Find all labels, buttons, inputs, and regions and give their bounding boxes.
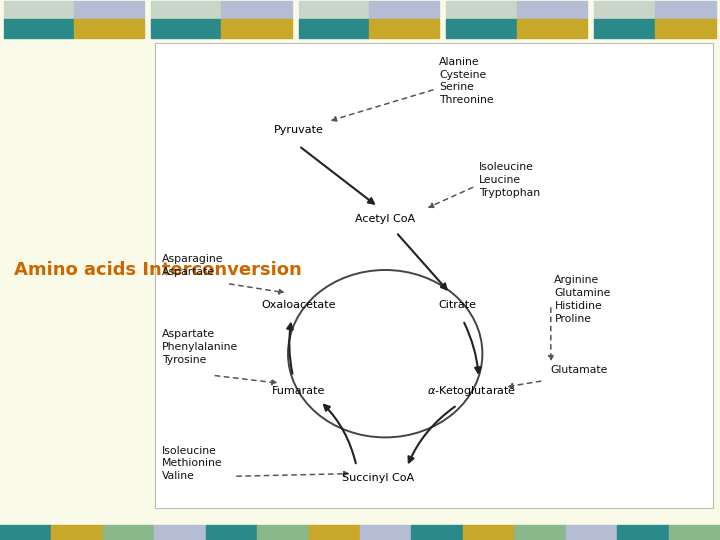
Bar	[594, 19, 655, 38]
Bar	[51, 525, 103, 540]
Bar	[103, 525, 154, 540]
Bar	[0, 525, 51, 540]
Bar	[566, 525, 617, 540]
Bar	[594, 1, 655, 19]
Bar	[411, 525, 463, 540]
Text: Isoleucine
Leucine
Tryptophan: Isoleucine Leucine Tryptophan	[479, 162, 540, 198]
Bar	[514, 525, 566, 540]
Bar	[463, 525, 514, 540]
Text: Succinyl CoA: Succinyl CoA	[342, 473, 414, 483]
Text: Acetyl CoA: Acetyl CoA	[355, 214, 415, 224]
Bar	[299, 19, 369, 38]
Bar	[4, 1, 73, 19]
Bar	[369, 19, 439, 38]
Bar	[360, 525, 411, 540]
Text: Asparagine
Aspartate: Asparagine Aspartate	[162, 254, 223, 276]
Bar	[309, 525, 360, 540]
Bar	[655, 1, 716, 19]
Bar	[655, 19, 716, 38]
Text: Pyruvate: Pyruvate	[274, 125, 324, 134]
Bar	[154, 525, 206, 540]
Text: Amino acids Interconversion: Amino acids Interconversion	[14, 261, 302, 279]
Bar	[4, 19, 73, 38]
Bar	[617, 525, 669, 540]
Bar	[222, 19, 292, 38]
Bar	[151, 19, 222, 38]
Bar	[222, 1, 292, 19]
Bar	[299, 1, 369, 19]
Bar	[517, 1, 587, 19]
Bar	[74, 19, 144, 38]
Text: Alanine
Cysteine
Serine
Threonine: Alanine Cysteine Serine Threonine	[439, 57, 494, 105]
Bar	[151, 1, 222, 19]
Bar	[206, 525, 257, 540]
Text: $\alpha$-Ketoglutarate: $\alpha$-Ketoglutarate	[427, 384, 516, 399]
Bar	[257, 525, 309, 540]
Text: Oxaloacetate: Oxaloacetate	[261, 300, 336, 310]
Text: Glutamate: Glutamate	[551, 365, 608, 375]
Bar	[446, 19, 517, 38]
Text: Aspartate
Phenylalanine
Tyrosine: Aspartate Phenylalanine Tyrosine	[162, 329, 238, 365]
Bar	[669, 525, 720, 540]
Bar	[517, 19, 587, 38]
Text: Isoleucine
Methionine
Valine: Isoleucine Methionine Valine	[162, 446, 222, 481]
Text: Arginine
Glutamine
Histidine
Proline: Arginine Glutamine Histidine Proline	[554, 275, 611, 324]
Bar	[74, 1, 144, 19]
Text: Fumarate: Fumarate	[272, 387, 325, 396]
Bar	[155, 43, 713, 508]
Text: Citrate: Citrate	[438, 300, 476, 310]
Bar	[369, 1, 439, 19]
Bar	[446, 1, 517, 19]
